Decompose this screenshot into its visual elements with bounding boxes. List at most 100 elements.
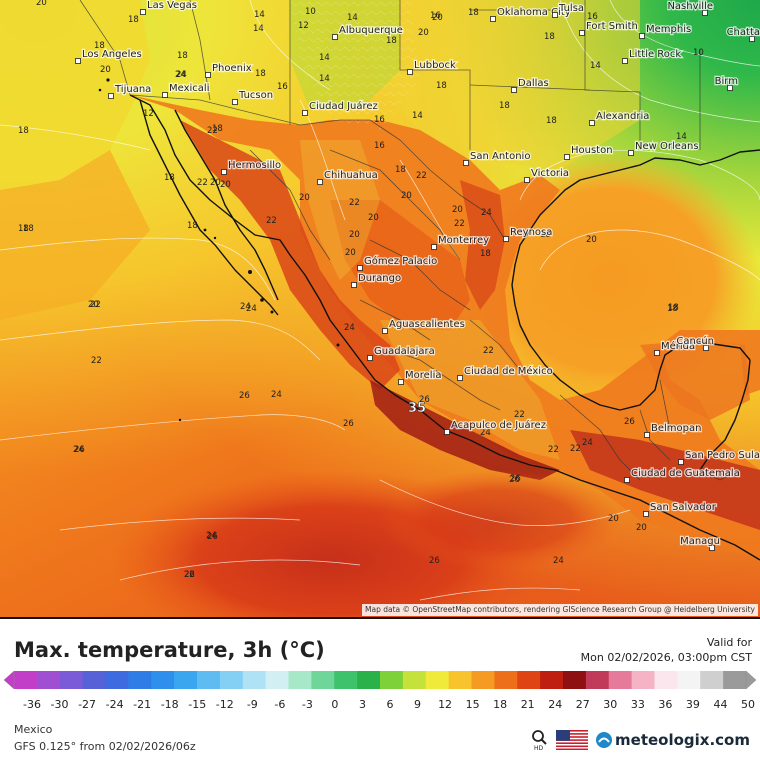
isotherm-value-label: 24 bbox=[271, 390, 282, 400]
city-marker[interactable]: Birm bbox=[713, 75, 739, 91]
isotherm-value-label: 20 bbox=[432, 13, 443, 23]
isotherm-value-label: 18 bbox=[255, 69, 266, 79]
city-marker[interactable]: Ciudad de Guatemala bbox=[624, 467, 741, 483]
legend-color-cell bbox=[540, 671, 564, 689]
legend-tick-label: -15 bbox=[188, 698, 206, 711]
city-marker[interactable]: Dallas bbox=[511, 77, 550, 93]
city-marker[interactable]: Reynosa bbox=[503, 226, 554, 242]
city-label: Reynosa bbox=[510, 227, 552, 238]
city-marker[interactable]: San Antonio bbox=[463, 150, 532, 166]
city-marker[interactable]: Mexicali bbox=[162, 82, 211, 98]
city-marker[interactable]: Belmopan bbox=[644, 422, 703, 438]
legend-color-cell bbox=[700, 671, 724, 689]
legend-tick-label: -6 bbox=[274, 698, 285, 711]
isotherm-value-label: 18 bbox=[667, 304, 678, 314]
isotherm-value-label: 18 bbox=[540, 230, 551, 240]
city-marker[interactable]: San Pedro Sula bbox=[678, 449, 760, 465]
isotherm-value-label: 26 bbox=[509, 475, 520, 485]
isotherm-value-label: 14 bbox=[319, 53, 330, 63]
legend-tick-label: 3 bbox=[359, 698, 366, 711]
city-dot bbox=[367, 355, 373, 361]
isotherm-value-label: 18 bbox=[544, 32, 555, 42]
city-marker[interactable]: Chihuahua bbox=[317, 169, 379, 185]
hd-zoom-icon[interactable]: HD bbox=[531, 729, 549, 751]
city-marker[interactable]: Lubbock bbox=[407, 59, 457, 75]
isotherm-value-label: 24 bbox=[553, 556, 564, 566]
isotherm-value-label: 14 bbox=[254, 10, 265, 20]
isotherm-value-label: 24 bbox=[176, 70, 187, 80]
city-label: Tulsa bbox=[558, 3, 584, 14]
isotherm-value-label: 18 bbox=[668, 303, 679, 313]
isotherm-value-label: 20 bbox=[368, 213, 379, 223]
legend-color-cell bbox=[105, 671, 129, 689]
city-dot bbox=[622, 58, 628, 64]
isotherm-value-label: 20 bbox=[636, 523, 647, 533]
city-marker[interactable]: Durango bbox=[351, 272, 402, 288]
isotherm-value-label: 26 bbox=[624, 417, 635, 427]
temperature-map[interactable]: 20 18 14 10 12 14 18 20 18 14 16 18 14 10 18 14 24 16 18 18… bbox=[0, 0, 760, 617]
city-marker[interactable]: Tijuana bbox=[108, 83, 152, 99]
city-marker[interactable]: Mérida bbox=[654, 339, 696, 356]
city-marker[interactable]: Ciudad de México bbox=[457, 364, 554, 381]
legend-color-cell bbox=[36, 671, 61, 689]
legend-color-cell bbox=[631, 671, 656, 689]
city-marker[interactable]: Alexandria bbox=[589, 110, 651, 126]
city-marker[interactable]: Acapulco de Juárez bbox=[444, 418, 547, 435]
city-marker[interactable]: Ciudad Juárez bbox=[302, 99, 379, 116]
isotherm-value-label: 18 bbox=[128, 15, 139, 25]
city-marker[interactable]: New Orleans bbox=[628, 140, 700, 156]
isotherm-value-label: 18 bbox=[395, 165, 406, 175]
city-label: San Antonio bbox=[470, 151, 530, 162]
city-marker[interactable]: Fort Smith bbox=[579, 20, 639, 36]
city-marker[interactable]: Nashville bbox=[666, 0, 714, 16]
city-marker[interactable]: Tulsa bbox=[552, 2, 585, 18]
legend-color-cell bbox=[128, 671, 152, 689]
city-marker[interactable]: Phoenix bbox=[205, 62, 253, 78]
city-dot bbox=[727, 85, 733, 91]
city-marker[interactable]: Managu bbox=[679, 535, 721, 551]
city-marker[interactable]: Los Angeles bbox=[75, 48, 143, 64]
city-marker[interactable]: Albuquerque bbox=[332, 24, 404, 40]
city-marker[interactable]: Cancún bbox=[675, 334, 715, 351]
city-label: Ciudad de México bbox=[464, 365, 553, 377]
city-marker[interactable]: Morelia bbox=[398, 369, 443, 385]
city-label: Fort Smith bbox=[586, 21, 638, 32]
city-marker[interactable]: Houston bbox=[564, 144, 614, 160]
meteologix-logo[interactable]: meteologix.com bbox=[595, 731, 750, 749]
city-marker[interactable]: Little Rock bbox=[622, 48, 683, 64]
city-marker[interactable]: Las Vegas bbox=[140, 0, 198, 15]
city-marker[interactable]: Chatta bbox=[725, 26, 760, 42]
isotherm-value-label: 22 bbox=[349, 198, 360, 208]
color-scale-legend: -36 -30 -27 -24 -21 -18 -15 -12 -9 -6 -3 0 3 6 9 12 15 18… bbox=[3, 670, 757, 711]
city-dot bbox=[407, 69, 413, 75]
city-label: Ciudad de Guatemala bbox=[631, 468, 740, 479]
city-marker[interactable]: Guadalajara bbox=[367, 345, 436, 361]
city-label: New Orleans bbox=[635, 141, 699, 152]
city-marker[interactable]: San Salvador bbox=[643, 501, 718, 517]
city-marker[interactable]: Gómez Palacio bbox=[357, 254, 438, 271]
city-label: Mexicali bbox=[169, 83, 209, 94]
isotherm-value-label: 22 bbox=[90, 300, 101, 310]
us-flag-icon[interactable] bbox=[556, 730, 589, 750]
divider bbox=[0, 617, 760, 619]
city-marker[interactable]: Aguascalientes bbox=[382, 318, 466, 334]
city-marker[interactable]: Tucson bbox=[232, 89, 274, 105]
city-dot bbox=[579, 30, 585, 36]
city-label: Alexandria bbox=[596, 111, 649, 122]
city-marker[interactable]: Hermosillo bbox=[221, 159, 282, 175]
isotherm-value-label: 22 bbox=[184, 570, 195, 580]
city-marker[interactable]: Victoria bbox=[524, 167, 570, 183]
city-marker[interactable]: Monterrey bbox=[431, 234, 490, 250]
city-dot bbox=[302, 110, 308, 116]
isotherm-value-label: 22 bbox=[454, 219, 465, 229]
city-dot bbox=[524, 177, 530, 183]
legend-color-cell bbox=[494, 671, 518, 689]
isotherm-value-label: 20 bbox=[586, 235, 597, 245]
isotherm-value-label: 22 bbox=[197, 178, 208, 188]
isotherm-value-label: 26 bbox=[207, 532, 218, 542]
legend-tick-label: -18 bbox=[161, 698, 179, 711]
map-attribution[interactable]: Map data © OpenStreetMap contributors, r… bbox=[362, 604, 758, 616]
isotherm-value-label: 20 bbox=[220, 180, 231, 190]
city-marker[interactable]: Memphis bbox=[639, 23, 692, 39]
legend-tick-label: 12 bbox=[438, 698, 452, 711]
